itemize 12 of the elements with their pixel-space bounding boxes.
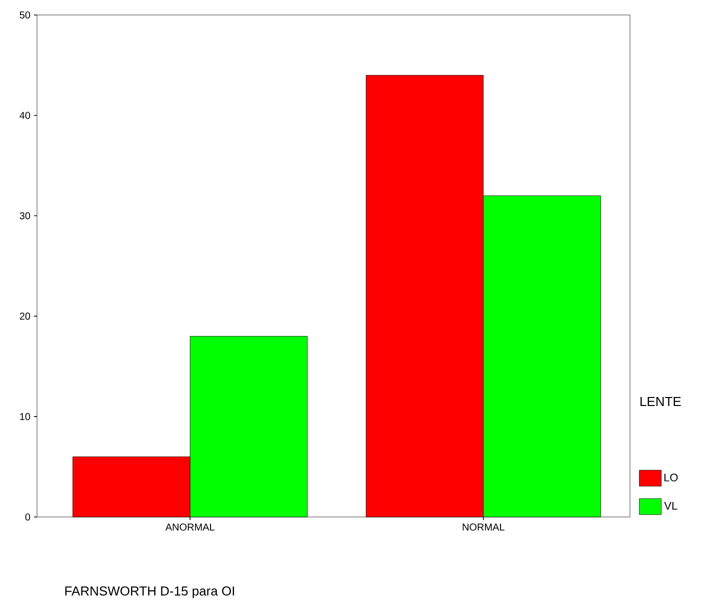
legend-label: VL xyxy=(664,502,678,510)
y-tick-label: 30 xyxy=(20,212,30,220)
x-tick-label: NORMAL xyxy=(462,524,504,531)
y-tick-label: 40 xyxy=(20,112,30,119)
legend-title: LENTE xyxy=(640,397,681,406)
x-axis-title: FARNSWORTH D-15 para OI xyxy=(65,586,234,598)
y-tick-label: 0 xyxy=(25,513,30,521)
legend-label: LO xyxy=(664,474,678,482)
x-tick-label: ANORMAL xyxy=(165,524,214,531)
y-tick-label: 50 xyxy=(20,11,30,19)
y-tick-label: 20 xyxy=(20,312,30,320)
y-tick-label: 10 xyxy=(20,413,30,420)
